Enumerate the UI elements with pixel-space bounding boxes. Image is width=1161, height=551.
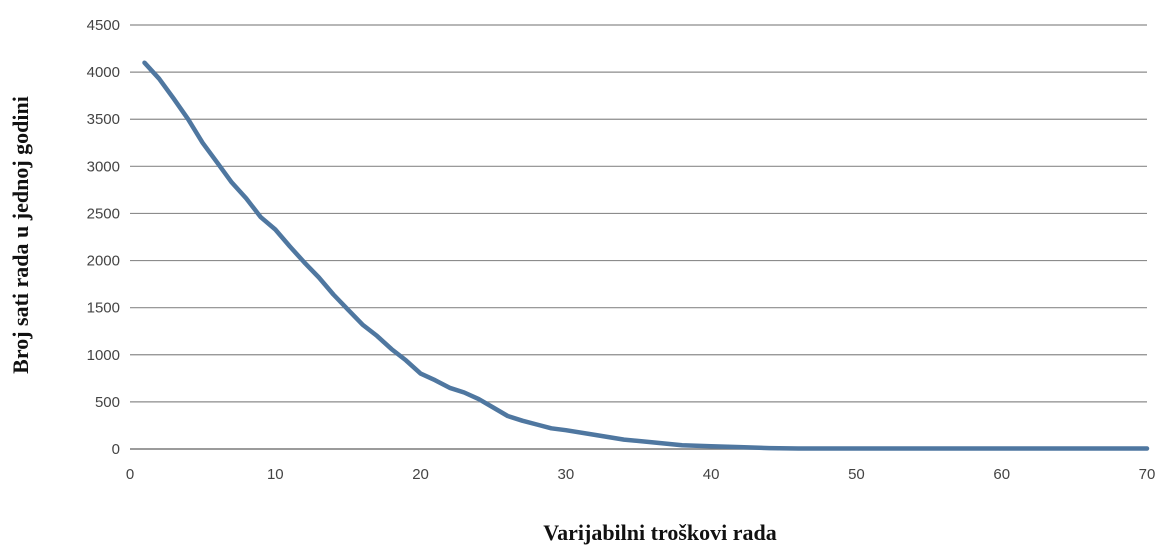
x-tick-label-60: 60: [993, 466, 1010, 483]
y-tick-labels: 0 500 1000 1500 2000 2500 3000 3500 4000 4500: [87, 17, 120, 458]
y-tick-label-2500: 2500: [87, 205, 120, 222]
y-tick-label-2000: 2000: [87, 253, 120, 270]
x-tick-label-40: 40: [703, 466, 720, 483]
y-tick-label-3000: 3000: [87, 158, 120, 175]
y-tick-label-1000: 1000: [87, 347, 120, 364]
y-tick-label-3500: 3500: [87, 111, 120, 128]
y-tick-label-4000: 4000: [87, 64, 120, 81]
y-tick-label-0: 0: [112, 441, 120, 458]
gridlines: [130, 24, 1147, 403]
series-layer: [142, 60, 1150, 451]
series-line-1: [142, 60, 1150, 451]
y-tick-label-500: 500: [95, 394, 120, 411]
x-tick-label-70: 70: [1139, 466, 1156, 483]
x-tick-labels: 0 10 20 30 40 50 60 70: [126, 466, 1156, 483]
y-tick-label-1500: 1500: [87, 300, 120, 317]
x-tick-label-10: 10: [267, 466, 284, 483]
x-tick-label-30: 30: [558, 466, 575, 483]
x-axis-title: Varijabilni troškovi rada: [543, 520, 776, 545]
x-tick-label-0: 0: [126, 466, 134, 483]
y-axis-title: Broj sati rada u jednoj godini: [8, 96, 33, 374]
x-tick-label-50: 50: [848, 466, 865, 483]
x-tick-label-20: 20: [412, 466, 429, 483]
y-tick-label-4500: 4500: [87, 17, 120, 34]
